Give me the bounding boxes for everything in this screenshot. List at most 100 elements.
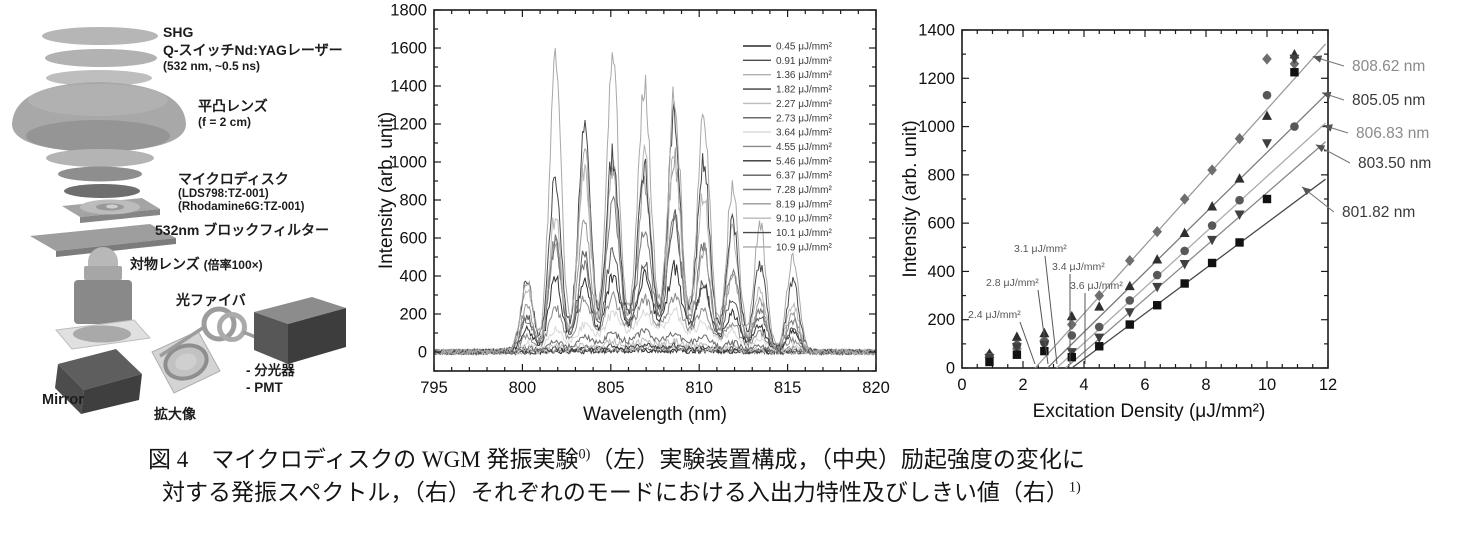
caption-ref-0: 0) [578, 446, 591, 463]
fit-lines [1034, 43, 1327, 369]
mirror-shape [55, 349, 142, 414]
svg-text:400: 400 [927, 263, 955, 281]
label-shg: SHG [163, 24, 194, 40]
label-fiber: 光ファイバ [176, 292, 246, 308]
svg-text:0.91 μJ/mm²: 0.91 μJ/mm² [776, 56, 832, 67]
svg-text:2.27 μJ/mm²: 2.27 μJ/mm² [776, 99, 832, 110]
svg-text:3.64 μJ/mm²: 3.64 μJ/mm² [776, 128, 832, 139]
relay-lens [55, 319, 151, 350]
mid-ylabel: Intensity (arb. unit) [376, 112, 397, 269]
svg-text:1.82 μJ/mm²: 1.82 μJ/mm² [776, 85, 832, 96]
threshold-annotations: 2.4 μJ/mm² 2.8 μJ/mm² 3.1 μJ/mm² 3.4 μJ/mm²… [968, 243, 1123, 365]
label-microdisk-dye2: (Rhodamine6G:TZ-001) [178, 201, 305, 213]
label-laser-spec: (532 nm, ~0.5 ns) [163, 59, 261, 73]
spectrum-10.9 μJ/mm² [434, 48, 876, 356]
label-microdisk-dye1: (LDS798:TZ-001) [178, 188, 269, 200]
svg-text:2.4 μJ/mm²: 2.4 μJ/mm² [968, 309, 1021, 321]
plot-frame [433, 9, 877, 372]
spectra-series [434, 48, 876, 357]
svg-text:1600: 1600 [390, 40, 427, 58]
label-laser: Q-スイッチNd:YAGレーザー [163, 42, 343, 58]
svg-text:200: 200 [399, 306, 427, 324]
label-block-filter: 532nm ブロックフィルター [155, 222, 329, 238]
label-objective-mag: (倍率100×) [203, 258, 263, 272]
fit-line-808.62 nm [1034, 43, 1327, 369]
svg-text:3.6 μJ/mm²: 3.6 μJ/mm² [1070, 280, 1123, 292]
points-806.83 nm [985, 90, 1299, 362]
laser-output-discs [42, 27, 158, 86]
detector-box [254, 297, 346, 364]
label-lens: 平凸レンズ [198, 98, 268, 114]
svg-text:1200: 1200 [390, 116, 427, 134]
svg-text:1400: 1400 [918, 22, 955, 40]
svg-text:12: 12 [1319, 376, 1337, 394]
svg-text:805: 805 [597, 379, 625, 397]
plot-frame [961, 29, 1329, 369]
caption-ref-1: 1) [1068, 479, 1081, 495]
svg-text:810: 810 [685, 379, 713, 397]
svg-text:4.55 μJ/mm²: 4.55 μJ/mm² [776, 142, 832, 153]
caption-line2: 対する発振スペクトル，（右）それぞれのモードにおける入出力特性及びしきい値（右） [162, 479, 1069, 505]
apparatus-diagram: SHG Q-スイッチNd:YAGレーザー (532 nm, ~0.5 ns) 平… [0, 0, 370, 440]
plano-convex-lens-shape [12, 82, 186, 152]
svg-text:400: 400 [399, 268, 427, 286]
objective-lens-shape [74, 247, 132, 324]
svg-text:0: 0 [957, 376, 966, 394]
caption-line1b: （左）実験装置構成，（中央）励起強度の変化に [590, 447, 1085, 472]
right-xlabel: Excitation Density (μJ/mm²) [1033, 401, 1266, 422]
block-filter-plate [30, 224, 176, 257]
svg-text:1000: 1000 [390, 154, 427, 172]
svg-text:600: 600 [927, 215, 955, 233]
magnified-image-screen [151, 330, 221, 394]
svg-text:0: 0 [418, 344, 427, 362]
svg-text:3.4 μJ/mm²: 3.4 μJ/mm² [1052, 261, 1105, 273]
svg-text:3.1 μJ/mm²: 3.1 μJ/mm² [1014, 243, 1067, 255]
label-objective-main: 対物レンズ [130, 256, 200, 272]
caption-number: 図 4 [148, 447, 189, 472]
points-801.82 nm [985, 68, 1299, 367]
microdisk-stage [62, 198, 160, 223]
legend: 0.45 μJ/mm² 0.91 μJ/mm² 1.36 μJ/mm² 1.82 μJ… [743, 42, 832, 253]
svg-text:800: 800 [509, 379, 537, 397]
svg-text:7.28 μJ/mm²: 7.28 μJ/mm² [776, 185, 832, 196]
svg-text:600: 600 [399, 230, 427, 248]
svg-text:10: 10 [1258, 376, 1276, 394]
spectrum-chart: 795 800 805 810 815 820 0 200 400 600 800 1000 1200 1… [376, 2, 890, 426]
svg-text:5.46 μJ/mm²: 5.46 μJ/mm² [776, 156, 832, 167]
svg-text:1.36 μJ/mm²: 1.36 μJ/mm² [776, 70, 832, 81]
label-magnified-image: 拡大像 [154, 406, 196, 422]
svg-text:8.19 μJ/mm²: 8.19 μJ/mm² [776, 199, 832, 210]
label-pmt: - PMT [246, 380, 283, 395]
svg-text:805.05 nm: 805.05 nm [1352, 92, 1425, 109]
svg-text:803.50 nm: 803.50 nm [1358, 155, 1431, 172]
points-805.05 nm [984, 48, 1300, 358]
svg-text:800: 800 [399, 192, 427, 210]
svg-text:8: 8 [1201, 376, 1210, 394]
label-microdisk: マイクロディスク [178, 171, 289, 187]
svg-text:1000: 1000 [918, 118, 955, 136]
points-803.50 nm [984, 54, 1300, 364]
svg-text:800: 800 [927, 166, 955, 184]
svg-text:6.37 μJ/mm²: 6.37 μJ/mm² [776, 171, 832, 182]
svg-text:10.1 μJ/mm²: 10.1 μJ/mm² [776, 228, 832, 239]
fit-line-806.83 nm [1056, 122, 1326, 369]
svg-text:10.9 μJ/mm²: 10.9 μJ/mm² [776, 242, 832, 253]
svg-text:0.45 μJ/mm²: 0.45 μJ/mm² [776, 42, 832, 53]
label-spectrometer: - 分光器 [246, 363, 295, 378]
svg-text:200: 200 [927, 311, 955, 329]
spectrum-chart-panel: 795 800 805 810 815 820 0 200 400 600 800 1000 1200 1… [370, 0, 900, 440]
svg-text:795: 795 [420, 379, 448, 397]
svg-text:815: 815 [774, 379, 802, 397]
fit-line-801.82 nm [1071, 178, 1326, 369]
svg-text:2.8 μJ/mm²: 2.8 μJ/mm² [986, 277, 1039, 289]
label-lens-spec: (f = 2 cm) [198, 115, 252, 129]
svg-text:820: 820 [862, 379, 890, 397]
svg-text:1200: 1200 [918, 70, 955, 88]
io-chart-panel: 0 2 4 6 8 10 12 0 200 400 600 800 1000 1200 1400 2.4 μJ… [900, 0, 1458, 440]
io-chart: 0 2 4 6 8 10 12 0 200 400 600 800 1000 1200 1400 2.4 μJ… [900, 22, 1431, 423]
fit-line-803.50 nm [1065, 141, 1326, 369]
svg-text:801.82 nm: 801.82 nm [1342, 204, 1415, 221]
figure-caption: 図 4 マイクロディスクの WGM 発振実験0)（左）実験装置構成，（中央）励起… [148, 444, 1398, 509]
svg-text:1400: 1400 [390, 78, 427, 96]
